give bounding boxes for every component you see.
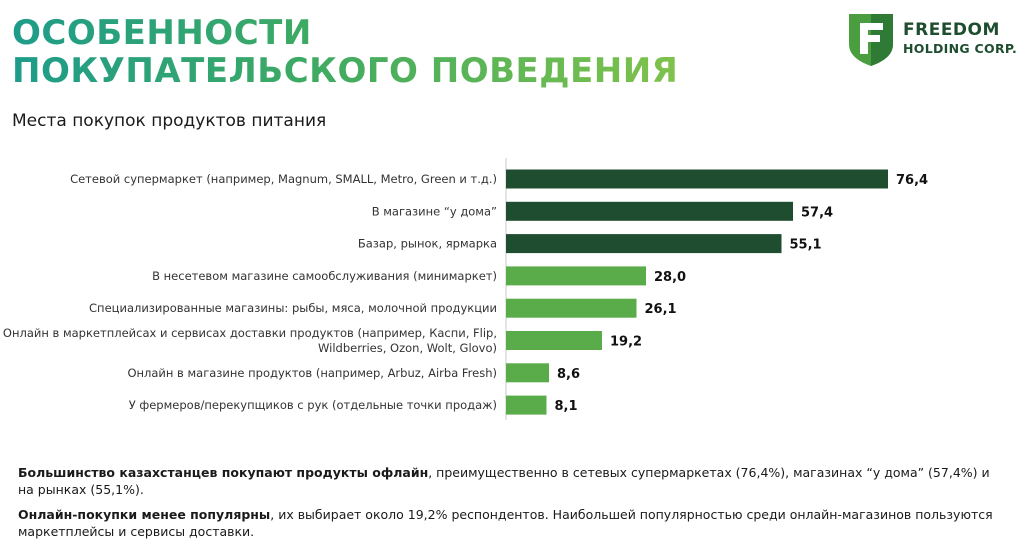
category-label-3: Базар, рынок, ярмарка [358, 237, 497, 251]
page-title-line-1: ОСОБЕННОСТИ [12, 13, 312, 53]
category-label-4: В несетевом магазине самообслуживания (м… [152, 269, 497, 283]
bar-1 [506, 169, 888, 189]
bar-2 [506, 201, 793, 221]
summary-note-1: Большинство казахстанцев покупают продук… [18, 464, 1008, 498]
bar-8 [506, 395, 547, 415]
category-label-6-line-2: Wildberries, Ozon, Wolt, Glovo) [318, 341, 497, 355]
summary-note-1-bold: Большинство казахстанцев покупают продук… [18, 465, 429, 480]
bar-4 [506, 266, 646, 286]
category-label-8: У фермеров/перекупщиков с рук (отдельные… [129, 398, 497, 412]
summary-note-2-bold: Онлайн-покупки менее популярны [18, 507, 271, 522]
category-label-5: Специализированные магазины: рыбы, мяса,… [89, 301, 497, 315]
bar-value-label-8: 8,1 [555, 399, 578, 414]
summary-note-1-text: , преимущественно в сетевых супермаркета… [18, 465, 990, 497]
bar-value-label-4: 28,0 [654, 270, 686, 285]
bar-3 [506, 234, 782, 254]
logo-line-1: FREEDOM [903, 20, 1000, 40]
summary-notes: Большинство казахстанцев покупают продук… [18, 464, 1008, 548]
company-logo: FREEDOM HOLDING CORP. [849, 14, 1019, 68]
logo-line-2: HOLDING CORP. [903, 41, 1018, 56]
bar-5 [506, 298, 637, 318]
summary-note-2-text: , их выбирает около 19,2% респондентов. … [18, 507, 993, 539]
page-title-line-2: ПОКУПАТЕЛЬСКОГО ПОВЕДЕНИЯ [12, 51, 679, 91]
chart-title: Места покупок продуктов питания [12, 111, 327, 131]
category-label-2: В магазине “у дома” [372, 204, 497, 218]
bar-value-label-5: 26,1 [645, 302, 677, 317]
bar-6 [506, 331, 602, 350]
category-label-6-line-1: Онлайн в маркетплейсах и сервисах достав… [3, 326, 497, 340]
bar-7 [506, 363, 549, 383]
bar-value-label-2: 57,4 [801, 205, 833, 220]
category-label-1: Сетевой супермаркет (например, Magnum, S… [70, 172, 497, 186]
bar-value-label-3: 55,1 [790, 238, 822, 253]
page-title: ОСОБЕННОСТИ ПОКУПАТЕЛЬСКОГО ПОВЕДЕНИЯ [12, 14, 678, 90]
bar-value-label-1: 76,4 [896, 173, 928, 188]
category-label-7: Онлайн в магазине продуктов (например, A… [127, 366, 497, 380]
bar-value-label-6: 19,2 [610, 335, 642, 350]
bar-value-label-7: 8,6 [557, 367, 580, 382]
bar-chart: 76,4 Сетевой супермаркет (например, Magnu… [3, 158, 928, 420]
shield-f-icon [849, 14, 893, 66]
summary-note-2: Онлайн-покупки менее популярны, их выбир… [18, 506, 1008, 540]
